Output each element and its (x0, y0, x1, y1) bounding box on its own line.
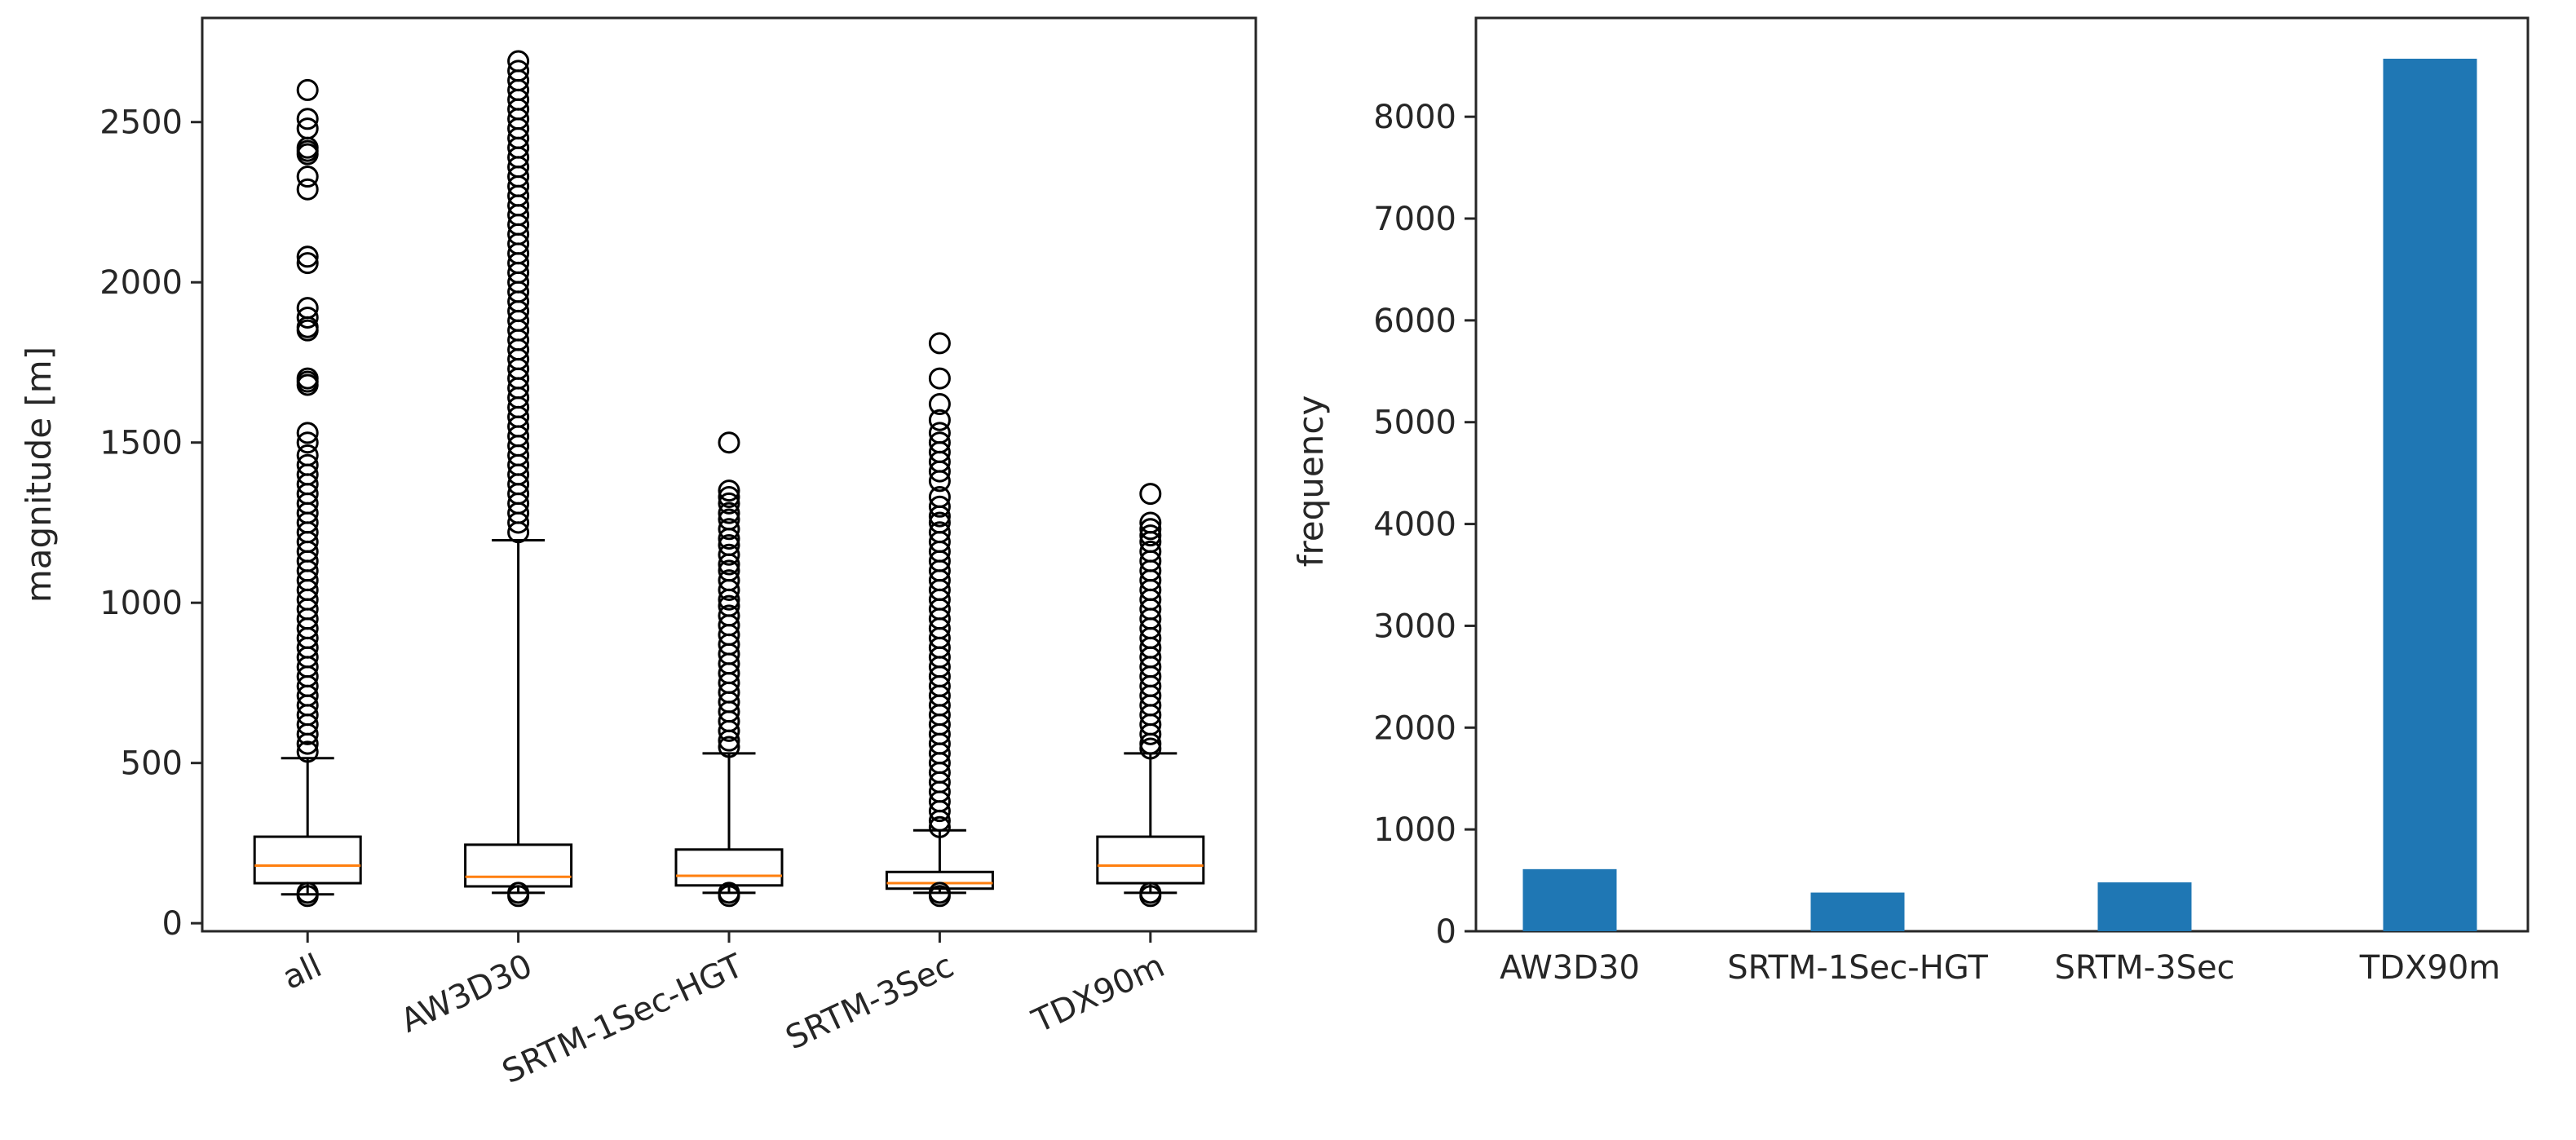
bar-y-tick-label: 5000 (1373, 404, 1456, 442)
box-y-tick-label: 2500 (99, 104, 183, 142)
outlier-point (296, 245, 319, 268)
bar-y-tick-label: 0 (1436, 913, 1456, 951)
box-x-tick-label: all (277, 947, 328, 996)
box-y-tick-label: 1500 (99, 425, 183, 462)
outlier-point (928, 809, 951, 832)
outlier-point (296, 166, 319, 188)
outlier-point (296, 740, 319, 763)
outlier-point (718, 492, 740, 515)
outlier-point (296, 306, 319, 329)
bar-srtm-3sec (2097, 882, 2192, 931)
box (1096, 835, 1205, 885)
bar-y-tick-label: 1000 (1373, 811, 1456, 849)
outlier-point (928, 470, 951, 493)
outlier-point (1139, 524, 1162, 547)
outlier-point (507, 511, 530, 534)
bar-srtm-1sec-hgt (1810, 892, 1905, 931)
bar-x-tick-label: AW3D30 (1500, 949, 1640, 987)
outlier-point (928, 885, 951, 908)
box-x-tick-label: SRTM-3Sec (780, 947, 960, 1057)
box (885, 870, 994, 890)
outlier-point (1139, 722, 1162, 745)
outlier-point (718, 502, 740, 524)
outlier-point (1139, 483, 1162, 506)
outlier-point (928, 332, 951, 355)
outlier-point (296, 885, 319, 908)
outlier-point (296, 319, 319, 342)
bar-aw3d30 (1522, 868, 1617, 931)
outlier-point (296, 732, 319, 755)
box-y-tick-label: 2000 (99, 264, 183, 302)
outlier-point (928, 800, 951, 823)
outlier-point (928, 460, 951, 483)
bar-x-tick-label: SRTM-1Sec-HGT (1727, 949, 1988, 987)
bar-y-tick-label: 2000 (1373, 709, 1456, 747)
box (464, 843, 573, 888)
box-y-tick-label: 1000 (99, 585, 183, 622)
outlier-point (296, 722, 319, 745)
bar-y-tick-label: 3000 (1373, 608, 1456, 645)
outlier-point (296, 252, 319, 275)
outlier-point (928, 815, 951, 838)
bar-y-tick-label: 8000 (1373, 99, 1456, 136)
outlier-point (718, 736, 740, 758)
outlier-point (718, 578, 740, 601)
outlier-point (296, 108, 319, 130)
outlier-point (928, 393, 951, 416)
outlier-point (718, 431, 740, 454)
outlier-point (296, 178, 319, 201)
box-plot-y-axis-label: magnitude [m] (19, 347, 59, 603)
outlier-point (718, 885, 740, 908)
outlier-point (718, 588, 740, 611)
outlier-point (507, 521, 530, 544)
outlier-point (718, 553, 740, 576)
box-y-tick-label: 500 (121, 745, 183, 783)
bar-y-tick-label: 6000 (1373, 303, 1456, 340)
outlier-point (718, 719, 740, 742)
bar-chart-frame (1474, 16, 2530, 933)
box-x-tick-label: AW3D30 (395, 947, 538, 1040)
outlier-point (296, 422, 319, 444)
outlier-point (718, 486, 740, 509)
outlier-point (928, 505, 951, 528)
outlier-point (507, 885, 530, 908)
outlier-point (718, 528, 740, 550)
outlier-point (296, 373, 319, 396)
outlier-point (1139, 518, 1162, 541)
bar-y-tick-label: 7000 (1373, 201, 1456, 238)
box-x-tick-label: SRTM-1Sec-HGT (497, 947, 749, 1091)
bar-x-tick-label: TDX90m (2359, 949, 2501, 987)
outlier-point (718, 518, 740, 541)
outlier-point (718, 729, 740, 752)
outlier-point (928, 367, 951, 390)
box-plot-panel: magnitude [m] 0 500 1000 1500 2000 2500 all AW3… (19, 16, 1257, 1091)
outlier-point (718, 543, 740, 566)
outlier-point (296, 78, 319, 101)
outlier-point (296, 431, 319, 454)
bar-chart-y-axis-label: frequency (1291, 395, 1331, 568)
outlier-point (928, 495, 951, 518)
box (674, 848, 784, 887)
outlier-point (1139, 737, 1162, 760)
outlier-point (1139, 885, 1162, 908)
bar-y-tick-label: 4000 (1373, 506, 1456, 544)
box (253, 835, 362, 885)
box-x-tick-label: TDX90m (1026, 947, 1170, 1041)
box-y-tick-label: 0 (162, 905, 183, 943)
outlier-point (718, 479, 740, 502)
outlier-point (296, 143, 319, 166)
bar-chart-panel: frequency 0 1000 2000 3000 4000 5000 6000 7000 8… (1291, 16, 2530, 987)
outlier-point (928, 409, 951, 431)
bar-tdx90m (2383, 59, 2477, 931)
bar-x-tick-label: SRTM-3Sec (2054, 949, 2234, 987)
